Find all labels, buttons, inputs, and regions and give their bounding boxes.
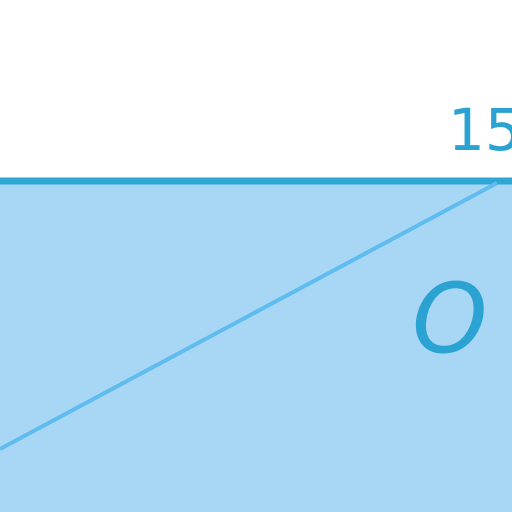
point-o-label: O xyxy=(412,263,488,375)
shape-diagonal xyxy=(0,181,498,451)
shape-fill-region xyxy=(0,181,512,512)
side-length-label: 15 xyxy=(448,96,512,164)
